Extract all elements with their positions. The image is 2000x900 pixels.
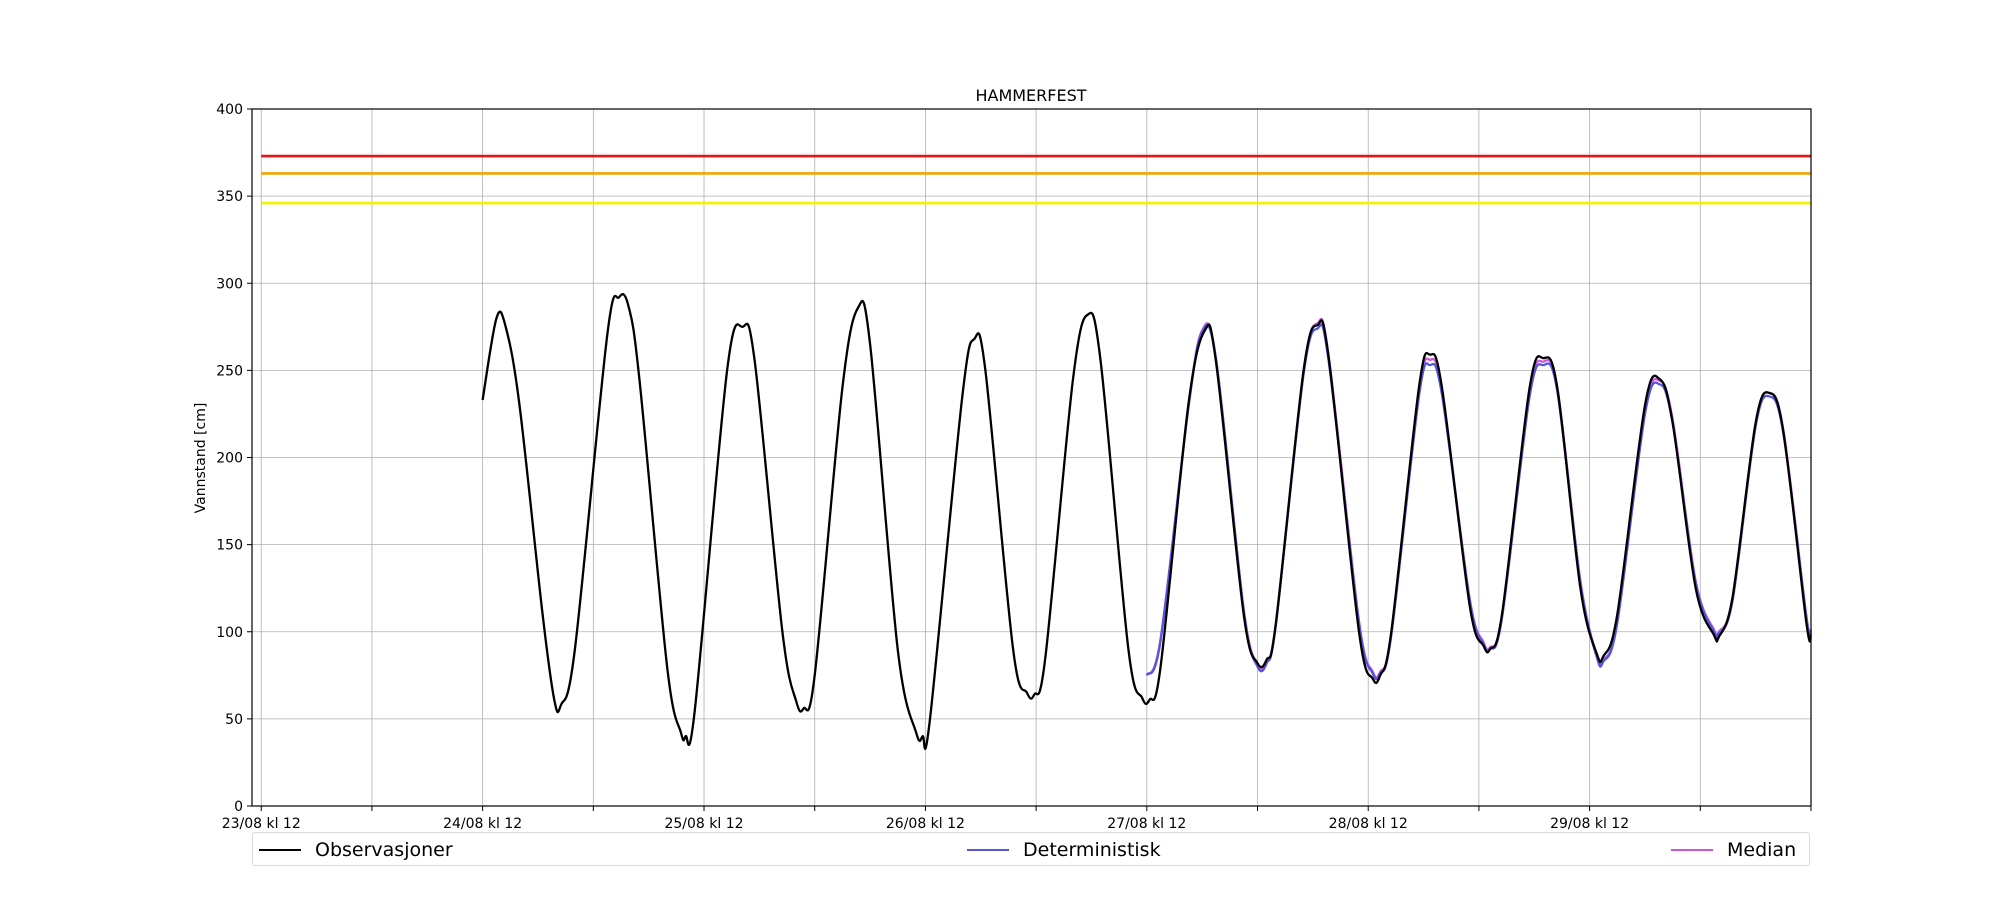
series-line-observasjoner <box>481 293 1813 750</box>
legend-label-median: Median <box>1727 839 1797 861</box>
x-tick-label: 25/08 kl 12 <box>664 816 743 832</box>
chart-title: HAMMERFEST <box>975 86 1086 105</box>
legend-swatch-deterministisk <box>967 849 1009 851</box>
legend-item-observasjoner: Observasjoner <box>259 833 453 867</box>
legend-swatch-median <box>1671 849 1713 851</box>
legend-label-observasjoner: Observasjoner <box>315 839 453 861</box>
y-tick-label: 400 <box>216 102 243 118</box>
threshold-lines <box>261 154 1811 205</box>
x-tick-label: 28/08 kl 12 <box>1329 816 1408 832</box>
y-tick-label: 100 <box>216 625 243 641</box>
x-axis-ticks: 23/08 kl 12 24/08 kl 12 25/08 kl 12 26/08 k… <box>222 806 1812 832</box>
y-axis-label: Vannstand [cm] <box>193 403 209 514</box>
y-tick-label: 50 <box>225 712 243 728</box>
series-lines <box>481 293 1813 750</box>
x-tick-label: 23/08 kl 12 <box>222 816 301 832</box>
x-tick-label: 24/08 kl 12 <box>443 816 522 832</box>
legend-swatch-observasjoner <box>259 849 301 851</box>
grid-lines <box>252 108 1812 807</box>
x-tick-label: 26/08 kl 12 <box>886 816 965 832</box>
legend-item-median: Median <box>1671 833 1796 867</box>
y-axis-ticks: 0 50 100 150 200 250 300 350 400 <box>216 102 252 815</box>
legend-item-deterministisk: Deterministisk <box>967 833 1161 867</box>
x-tick-label: 27/08 kl 12 <box>1107 816 1186 832</box>
y-tick-label: 200 <box>216 451 243 467</box>
series-line-deterministisk <box>1145 323 1813 681</box>
legend-label-deterministisk: Deterministisk <box>1023 839 1161 861</box>
y-tick-label: 0 <box>234 799 243 815</box>
x-tick-label: 29/08 kl 12 <box>1550 816 1629 832</box>
legend: Observasjoner Deterministisk Median <box>252 832 1810 866</box>
y-tick-label: 350 <box>216 189 243 205</box>
y-tick-label: 250 <box>216 363 243 379</box>
y-tick-label: 150 <box>216 538 243 554</box>
y-tick-label: 300 <box>216 276 243 292</box>
